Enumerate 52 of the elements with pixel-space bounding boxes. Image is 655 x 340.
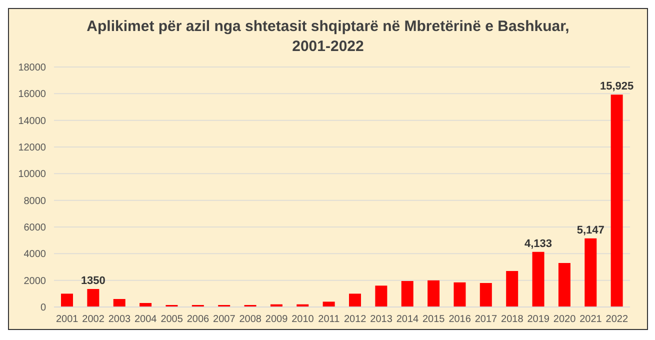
x-tick-label: 2007 xyxy=(213,314,236,326)
x-tick-label: 2015 xyxy=(422,314,446,326)
x-tick-label: 2005 xyxy=(160,314,184,326)
x-tick-label: 2013 xyxy=(370,314,393,326)
bar xyxy=(428,280,440,307)
bar xyxy=(401,281,414,307)
y-tick-label: 16000 xyxy=(18,89,46,100)
bar xyxy=(610,94,623,307)
x-tick-label: 2003 xyxy=(108,314,132,326)
x-tick-label: 2004 xyxy=(134,314,158,326)
x-tick-label: 2012 xyxy=(344,314,367,326)
y-tick-label: 8000 xyxy=(24,196,46,207)
x-tick-label: 2014 xyxy=(396,314,420,326)
bar xyxy=(375,286,388,307)
bar xyxy=(61,294,73,307)
x-tick-label: 2020 xyxy=(553,314,576,326)
y-tick-label: 18000 xyxy=(18,62,46,74)
bar xyxy=(454,282,466,307)
bar xyxy=(480,283,492,307)
bar xyxy=(532,252,544,307)
x-tick-label: 2016 xyxy=(448,314,472,326)
bar xyxy=(113,299,126,307)
y-tick-label: 2000 xyxy=(24,276,46,287)
x-tick-label: 2021 xyxy=(580,314,602,326)
bar xyxy=(558,263,570,307)
x-tick-label: 2010 xyxy=(292,314,314,326)
y-tick-label: 6000 xyxy=(24,222,46,234)
bar xyxy=(349,294,361,307)
data-label: 15,925 xyxy=(600,80,634,93)
x-tick-label: 2008 xyxy=(239,314,262,326)
x-tick-label: 2017 xyxy=(474,314,498,326)
x-tick-label: 2022 xyxy=(606,314,628,326)
x-tick-label: 2019 xyxy=(527,314,550,326)
x-tick-label: 2001 xyxy=(56,314,79,326)
bar xyxy=(506,271,518,307)
bar xyxy=(322,302,335,307)
data-label: 1350 xyxy=(80,275,106,287)
y-tick-label: 10000 xyxy=(18,169,46,180)
y-tick-label: 14000 xyxy=(18,116,46,127)
x-tick-label: 2006 xyxy=(186,314,210,326)
x-tick-label: 2011 xyxy=(318,314,340,326)
bar xyxy=(584,238,597,307)
x-tick-label: 2002 xyxy=(82,314,105,326)
y-tick-label: 12000 xyxy=(18,142,46,154)
data-label: 4,133 xyxy=(524,238,552,250)
chart-title: Aplikimet për azil nga shtetasit shqiptarë në Mbretërinë e Bashkuar, 2001-2022 xyxy=(86,17,570,57)
x-tick-label: 2009 xyxy=(265,314,288,326)
y-tick-label: 0 xyxy=(40,302,46,314)
x-tick-label: 2018 xyxy=(501,314,524,326)
data-label: 5,147 xyxy=(576,224,604,236)
bar xyxy=(87,289,100,307)
y-tick-label: 4000 xyxy=(24,249,46,260)
